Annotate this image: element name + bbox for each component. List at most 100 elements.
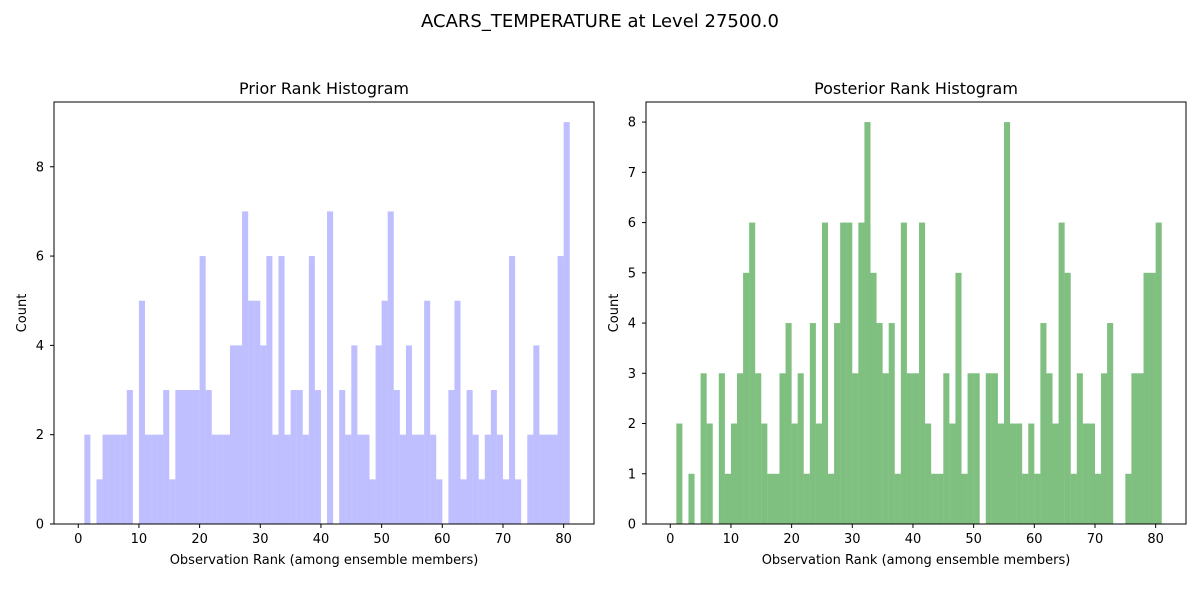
posterior-bar: [1107, 323, 1114, 524]
posterior-bar: [840, 222, 847, 525]
prior-bar: [405, 345, 412, 524]
prior-bar: [278, 256, 285, 524]
posterior-bar: [961, 473, 968, 524]
posterior-bar: [906, 373, 913, 524]
prior-bar: [145, 434, 152, 524]
posterior-bar: [1052, 423, 1059, 524]
posterior-bar: [846, 222, 853, 525]
prior-bar: [448, 390, 455, 524]
posterior-bar: [1046, 373, 1053, 524]
posterior-bar: [955, 272, 962, 524]
posterior-histogram-panel: 0 10 20 30 40 50 60 70 80 0 1 2 3 4 5 6 7 8 Posterior Rank…: [607, 79, 1187, 568]
posterior-bar: [864, 122, 871, 524]
prior-bar: [527, 434, 534, 524]
prior-bar: [236, 345, 243, 524]
prior-bar: [375, 345, 382, 524]
posterior-y-tick-label: 5: [628, 266, 636, 281]
prior-bar: [357, 434, 364, 524]
posterior-bar: [761, 423, 768, 524]
posterior-bar: [1028, 423, 1035, 524]
posterior-bar: [991, 373, 998, 524]
posterior-bar: [900, 222, 907, 525]
posterior-bar: [997, 423, 1004, 524]
prior-bar: [515, 479, 522, 524]
prior-bar: [430, 434, 437, 524]
prior-x-tick-label: 50: [373, 532, 390, 547]
posterior-bar: [943, 373, 950, 524]
posterior-x-axis-label: Observation Rank (among ensemble members…: [762, 553, 1071, 568]
posterior-x-tick-label: 30: [844, 532, 861, 547]
prior-bar: [272, 434, 279, 524]
prior-bar: [96, 479, 103, 524]
posterior-bar: [852, 373, 859, 524]
posterior-bar: [834, 323, 841, 524]
prior-x-tick-label: 0: [74, 532, 82, 547]
posterior-bar: [985, 373, 992, 524]
posterior-bar: [676, 423, 683, 524]
posterior-bar: [925, 423, 932, 524]
posterior-x-tick-label: 10: [723, 532, 740, 547]
prior-y-tick-label: 6: [36, 250, 44, 265]
posterior-bar: [1125, 473, 1132, 524]
prior-bar: [211, 434, 218, 524]
posterior-x-tick-label: 40: [905, 532, 922, 547]
prior-bar: [460, 479, 467, 524]
prior-bar: [557, 256, 564, 524]
prior-bar: [266, 256, 273, 524]
posterior-bar: [688, 473, 695, 524]
posterior-bar: [1070, 473, 1077, 524]
prior-bars: [84, 122, 570, 524]
prior-y-tick-label: 2: [36, 428, 44, 443]
posterior-bar: [1010, 423, 1017, 524]
posterior-y-tick-label: 6: [628, 216, 636, 231]
prior-bar: [327, 211, 334, 524]
posterior-bar: [1137, 373, 1144, 524]
prior-bar: [205, 390, 212, 524]
posterior-bar: [1088, 423, 1095, 524]
prior-x-tick-label: 30: [252, 532, 269, 547]
posterior-y-tick-label: 4: [628, 317, 636, 332]
posterior-bars: [676, 122, 1162, 525]
prior-bar: [387, 211, 394, 524]
posterior-x-tick-label: 50: [965, 532, 982, 547]
prior-bar: [290, 390, 297, 524]
prior-bar: [484, 434, 491, 524]
prior-bar: [314, 390, 321, 524]
prior-bar: [175, 390, 182, 524]
posterior-y-tick-label: 3: [628, 367, 636, 382]
posterior-bar: [882, 373, 889, 524]
prior-bar: [284, 434, 291, 524]
posterior-x-tick-label: 0: [666, 532, 674, 547]
posterior-y-tick-label: 1: [628, 467, 636, 482]
posterior-bar: [1003, 122, 1011, 524]
posterior-x-tick-label: 80: [1147, 532, 1164, 547]
posterior-bar: [912, 373, 920, 524]
prior-bar: [466, 390, 473, 524]
posterior-bar: [749, 222, 756, 525]
prior-bar: [363, 434, 370, 524]
prior-y-tick-label: 4: [36, 339, 44, 354]
prior-bar: [563, 122, 570, 524]
prior-bar: [418, 434, 425, 524]
prior-bar: [120, 434, 127, 524]
prior-bar: [296, 390, 303, 524]
prior-bar: [351, 345, 358, 524]
posterior-bar: [785, 323, 792, 524]
posterior-bar: [1058, 222, 1065, 525]
figure-suptitle: ACARS_TEMPERATURE at Level 27500.0: [421, 11, 779, 32]
posterior-bar: [858, 222, 865, 525]
prior-bar: [260, 345, 267, 524]
prior-bar: [223, 434, 230, 524]
posterior-bar: [1064, 272, 1071, 524]
prior-y-tick-label: 8: [36, 160, 44, 175]
posterior-bar: [888, 323, 895, 524]
prior-bar: [157, 434, 164, 524]
posterior-y-tick-label: 2: [628, 417, 636, 432]
prior-bar: [126, 390, 133, 524]
prior-bar: [539, 434, 546, 524]
prior-bar: [242, 211, 249, 524]
posterior-bar: [828, 473, 835, 524]
posterior-bar: [1131, 373, 1138, 524]
posterior-bar: [1076, 373, 1083, 524]
